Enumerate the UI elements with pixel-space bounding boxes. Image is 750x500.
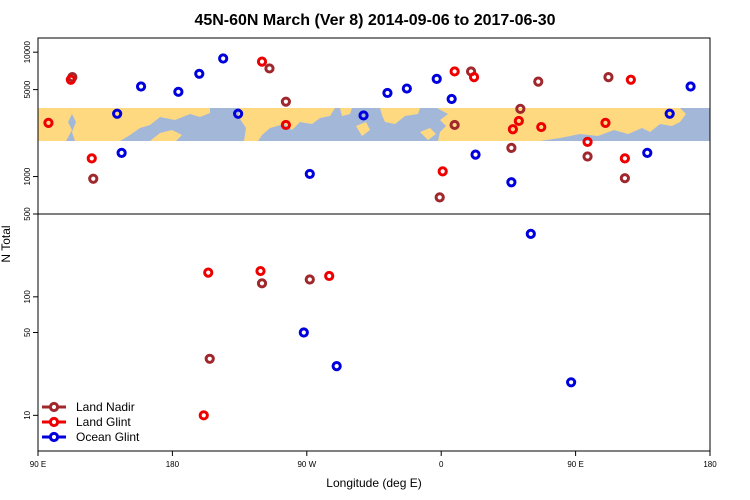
ocean-glint-point-7 <box>298 327 309 338</box>
land-glint-point-16 <box>600 117 611 129</box>
land-glint-point-9 <box>437 166 448 177</box>
land-nadir-point-13 <box>582 151 593 162</box>
ocean-glint-point-10 <box>358 110 369 121</box>
series-land-glint <box>43 56 636 421</box>
land-nadir-point-15 <box>619 173 630 184</box>
land-nadir-point-7 <box>434 192 445 203</box>
ocean-glint-point-15 <box>470 149 481 160</box>
legend-marker-ocean-glint <box>48 431 60 443</box>
x-axis-label: Longitude (deg E) <box>326 476 421 490</box>
data-points <box>43 53 696 421</box>
land-glint-point-18 <box>619 153 630 164</box>
map-land-shapes <box>38 108 686 141</box>
land-glint-point-8 <box>324 270 335 282</box>
x-tick-label-3: 0 <box>439 460 444 469</box>
ocean-glint-point-0 <box>112 108 123 119</box>
plot-frame <box>37 37 711 452</box>
y-tick-label-0: 10 <box>23 410 32 419</box>
land-glint-point-1 <box>65 74 76 85</box>
land-nadir-point-5 <box>256 278 268 289</box>
ocean-glint-point-8 <box>304 168 315 180</box>
land-nadir-point-6 <box>304 274 315 285</box>
ocean-glint-point-6 <box>233 108 244 119</box>
ocean-glint-point-4 <box>194 68 205 79</box>
land-glint-point-2 <box>86 153 97 164</box>
land-glint-point-0 <box>43 117 54 129</box>
ocean-glint-point-21 <box>685 81 696 92</box>
land-nadir-point-12 <box>533 76 544 87</box>
land-glint-point-15 <box>582 136 593 147</box>
legend-label-land-nadir: Land Nadir <box>76 400 135 414</box>
x-tick-label-0: 90 E <box>30 460 46 469</box>
ocean-glint-point-2 <box>135 81 147 92</box>
land-glint-point-11 <box>468 72 480 83</box>
y-tick-label-1: 50 <box>23 328 32 337</box>
chart-title: 45N-60N March (Ver 8) 2014-09-06 to 2017… <box>194 12 555 29</box>
x-axis: 90 E 180 90 W 0 90 E 180 <box>30 451 717 469</box>
y-tick-label-5: 5000 <box>23 80 32 98</box>
land-glint-point-4 <box>203 267 214 278</box>
ocean-glint-point-9 <box>331 361 342 372</box>
ocean-glint-point-11 <box>382 87 393 99</box>
y-axis-label: N Total <box>0 225 13 262</box>
ocean-glint-point-13 <box>431 73 442 84</box>
y-tick-label-2: 100 <box>23 290 32 304</box>
y-axis: 10 50 100 500 1000 5000 10000 <box>23 41 38 420</box>
land-nadir-point-11 <box>515 103 526 114</box>
series-ocean-glint <box>112 53 696 388</box>
ocean-glint-point-17 <box>525 228 536 239</box>
x-tick-label-2: 90 W <box>297 460 316 469</box>
x-tick-label-4: 90 E <box>567 460 583 469</box>
land-glint-point-14 <box>536 121 547 133</box>
legend-marker-land-nadir <box>48 401 60 413</box>
ocean-glint-point-14 <box>446 93 457 105</box>
land-glint-point-5 <box>256 56 268 67</box>
land-glint-point-7 <box>280 119 291 131</box>
land-glint-point-17 <box>625 74 636 85</box>
land-nadir-point-3 <box>264 63 275 74</box>
x-tick-label-1: 180 <box>166 460 180 469</box>
ocean-glint-point-3 <box>173 86 184 97</box>
ocean-glint-point-18 <box>566 377 577 388</box>
land-glint-point-10 <box>449 66 460 77</box>
ocean-glint-point-16 <box>506 177 517 188</box>
ocean-glint-point-1 <box>116 147 127 158</box>
land-nadir-point-1 <box>88 173 99 184</box>
land-nadir-point-2 <box>204 353 215 364</box>
ocean-glint-point-12 <box>401 83 412 94</box>
legend-label-ocean-glint: Ocean Glint <box>76 430 140 444</box>
ocean-glint-point-5 <box>218 53 229 64</box>
y-tick-label-3: 500 <box>23 207 32 221</box>
y-tick-label-6: 10000 <box>23 41 32 64</box>
land-glint-point-12 <box>507 124 518 135</box>
land-nadir-point-10 <box>506 142 517 153</box>
y-tick-label-4: 1000 <box>23 167 32 185</box>
legend-marker-land-glint <box>48 416 60 428</box>
world-map-strip <box>38 108 710 141</box>
land-nadir-point-8 <box>449 119 460 131</box>
x-tick-label-5: 180 <box>703 460 717 469</box>
land-glint-point-6 <box>255 265 266 277</box>
legend-label-land-glint: Land Glint <box>76 415 131 429</box>
ocean-glint-point-19 <box>642 147 653 158</box>
land-glint-point-3 <box>198 410 209 421</box>
land-nadir-point-14 <box>603 72 614 83</box>
land-nadir-point-4 <box>280 96 291 107</box>
ocean-glint-point-20 <box>664 108 675 119</box>
land-glint-point-13 <box>513 115 524 127</box>
